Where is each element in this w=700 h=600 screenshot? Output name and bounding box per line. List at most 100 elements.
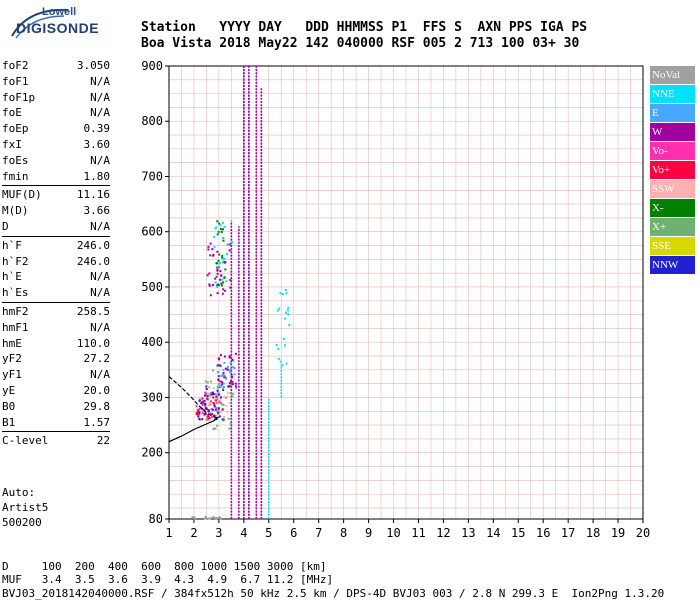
echo-point (215, 415, 218, 418)
echo-point (214, 281, 217, 284)
echo-point (231, 376, 234, 379)
echo-point (205, 418, 208, 421)
echo-point (214, 427, 217, 430)
echo-point (207, 386, 210, 389)
echo-point (215, 395, 218, 398)
echo-point (223, 415, 226, 418)
echo-point (225, 404, 228, 407)
param-name: hmF2 (2, 304, 29, 318)
echo-point (229, 371, 232, 374)
echo-point (228, 249, 231, 252)
echo-point (211, 391, 214, 394)
echo-point (203, 399, 206, 402)
param-name: B0 (2, 399, 16, 413)
echo-point (221, 374, 224, 377)
echo-point (220, 410, 223, 413)
param-value: N/A (90, 90, 110, 104)
legend-item: W (650, 123, 695, 141)
echo-point (201, 407, 204, 410)
echo-point (210, 393, 213, 396)
echo-point (213, 246, 216, 249)
echo-point (216, 400, 219, 403)
echo-point (277, 348, 280, 351)
echo-point (223, 376, 226, 379)
echo-point (228, 369, 231, 372)
echo-point (224, 376, 227, 379)
echo-point (225, 280, 228, 283)
echo-point (218, 415, 221, 418)
file-info-line: BVJ03_2018142040000.RSF / 384fx512h 50 k… (2, 587, 665, 600)
param-row: h`Es N/A (2, 285, 110, 301)
echo-point (205, 385, 208, 388)
echo-point (223, 258, 226, 261)
x-tick-label: 5 (265, 526, 272, 540)
param-row: hmF1 N/A (2, 320, 110, 336)
echo-point (212, 396, 215, 399)
echo-point (230, 241, 233, 244)
echo-point (232, 366, 235, 369)
legend-item: E (650, 104, 695, 122)
echo-point (287, 306, 290, 309)
param-name: yF2 (2, 352, 22, 366)
echo-point (223, 289, 226, 292)
echo-point (228, 354, 231, 357)
echo-point (219, 401, 222, 404)
param-row: foE N/A (2, 105, 110, 121)
param-value: 20.0 (83, 383, 111, 397)
echo-point (206, 395, 209, 398)
echo-point (217, 364, 220, 367)
echo-point (204, 391, 207, 394)
echo-point (222, 382, 225, 385)
echo-point (219, 364, 222, 367)
x-tick-label: 2 (190, 526, 197, 540)
param-name: foE (2, 106, 22, 120)
echo-point (218, 516, 221, 519)
echo-point (220, 383, 223, 386)
echo-point (215, 226, 218, 229)
echo-point (216, 364, 219, 367)
echo-point (222, 372, 225, 375)
echo-point (210, 415, 213, 418)
param-row: fxI 3.60 (2, 137, 110, 153)
echo-point (211, 412, 214, 415)
echo-point (208, 283, 211, 286)
param-value: 258.5 (76, 304, 110, 318)
echo-point (201, 418, 204, 421)
param-row: B1 1.57 (2, 415, 110, 431)
echo-point (222, 403, 225, 406)
echo-point (204, 393, 207, 396)
echo-point (216, 265, 219, 268)
param-row: hmF2 258.5 (2, 304, 110, 320)
echo-point (216, 233, 219, 236)
echo-point (213, 235, 216, 238)
echo-point (216, 385, 219, 388)
echo-point (204, 407, 207, 410)
param-row: fmin 1.80 (2, 169, 110, 185)
param-value: 246.0 (76, 238, 110, 252)
x-tick-label: 8 (340, 526, 347, 540)
echo-point (214, 397, 217, 400)
echo-point (212, 283, 215, 286)
echo-point (217, 259, 220, 262)
echo-point (210, 391, 213, 394)
param-separator (2, 301, 110, 303)
echo-point (208, 417, 211, 420)
echo-point (206, 274, 209, 277)
x-tick-label: 17 (561, 526, 575, 540)
echo-point (193, 516, 196, 519)
echo-point (216, 250, 219, 253)
echo-point (213, 414, 216, 417)
param-name: h`F (2, 238, 22, 252)
logo-swoosh-icon (11, 8, 69, 39)
echo-point (211, 248, 214, 251)
echo-point (207, 409, 210, 412)
echo-point (285, 362, 288, 365)
param-value: 110.0 (76, 336, 110, 350)
echo-point (208, 284, 211, 287)
echo-point (218, 393, 221, 396)
x-tick-label: 11 (411, 526, 425, 540)
auto-artist: Artist5 (2, 501, 49, 514)
param-row: D N/A (2, 219, 110, 235)
echo-point (209, 517, 212, 520)
legend-item: Vo+ (650, 161, 695, 179)
